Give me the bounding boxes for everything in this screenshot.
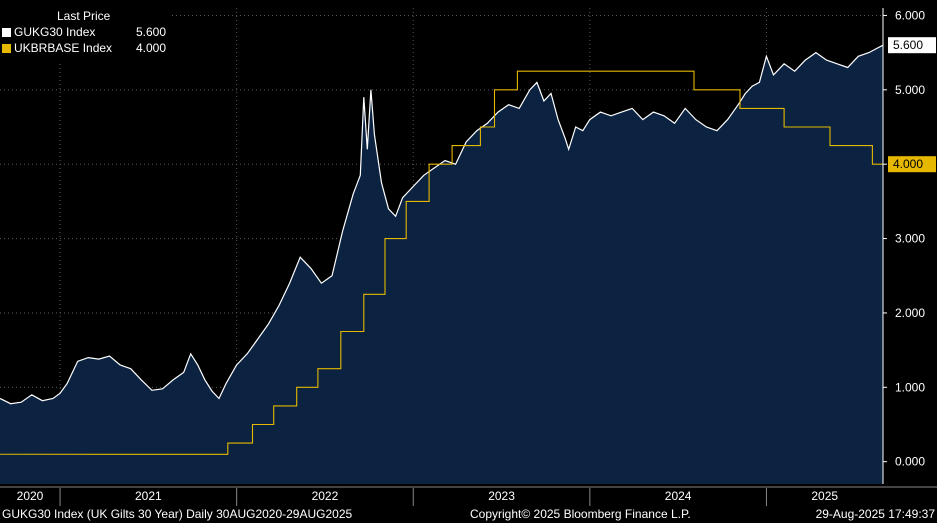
x-tick-label: 2023 <box>488 489 515 503</box>
legend-swatch-gukg30 <box>2 27 11 37</box>
legend-value-ukbrbase: 4.000 <box>135 41 166 55</box>
base-rate-last-label: 4.000 <box>893 157 923 171</box>
legend-title: Last Price <box>57 9 111 23</box>
yield-area <box>0 45 883 484</box>
area-layer <box>0 45 883 484</box>
footer-timestamp: 29-Aug-2025 17:49:37 <box>815 507 935 521</box>
base-rate-last-tag <box>888 156 936 173</box>
legend-value-gukg30: 5.600 <box>135 25 166 39</box>
yield-last-label: 5.600 <box>893 38 923 52</box>
legend: Last Price GUKG30 Index 5.600 UKBRBASE I… <box>0 8 172 64</box>
x-tick-label: 2022 <box>312 489 339 503</box>
y-tick-label: 0.000 <box>895 455 925 469</box>
y-tick-label: 3.000 <box>895 232 925 246</box>
x-tick-label: 2021 <box>135 489 162 503</box>
yield-line <box>0 44 884 405</box>
y-tick-label: 5.000 <box>895 83 925 97</box>
legend-item-gukg30: GUKG30 Index 5.600 <box>0 24 172 40</box>
base-rate-line <box>0 70 883 455</box>
y-tick-label: 6.000 <box>895 8 925 22</box>
y-tick-label: 1.000 <box>895 380 925 394</box>
legend-swatch-ukbrbase <box>2 43 11 53</box>
legend-label-gukg30: GUKG30 Index <box>14 25 96 39</box>
footer-copyright: Copyright© 2025 Bloomberg Finance L.P. <box>470 507 691 521</box>
footer: GUKG30 Index (UK Gilts 30 Year) Daily 30… <box>0 506 937 523</box>
line-layer <box>0 44 884 455</box>
x-tick-label: 2024 <box>665 489 692 503</box>
axis-layer: 6.000 5.000 4.000 3.000 2.000 1.000 0.000 2020 2… <box>0 8 937 506</box>
yield-last-tag <box>888 37 936 54</box>
footer-series-info: GUKG30 Index (UK Gilts 30 Year) Daily 30… <box>2 507 353 521</box>
y-tick-label: 2.000 <box>895 306 925 320</box>
x-tick-label: 2020 <box>17 489 44 503</box>
legend-item-ukbrbase: UKBRBASE Index 4.000 <box>0 40 172 56</box>
legend-label-ukbrbase: UKBRBASE Index <box>14 41 113 55</box>
x-tick-label: 2025 <box>811 489 838 503</box>
